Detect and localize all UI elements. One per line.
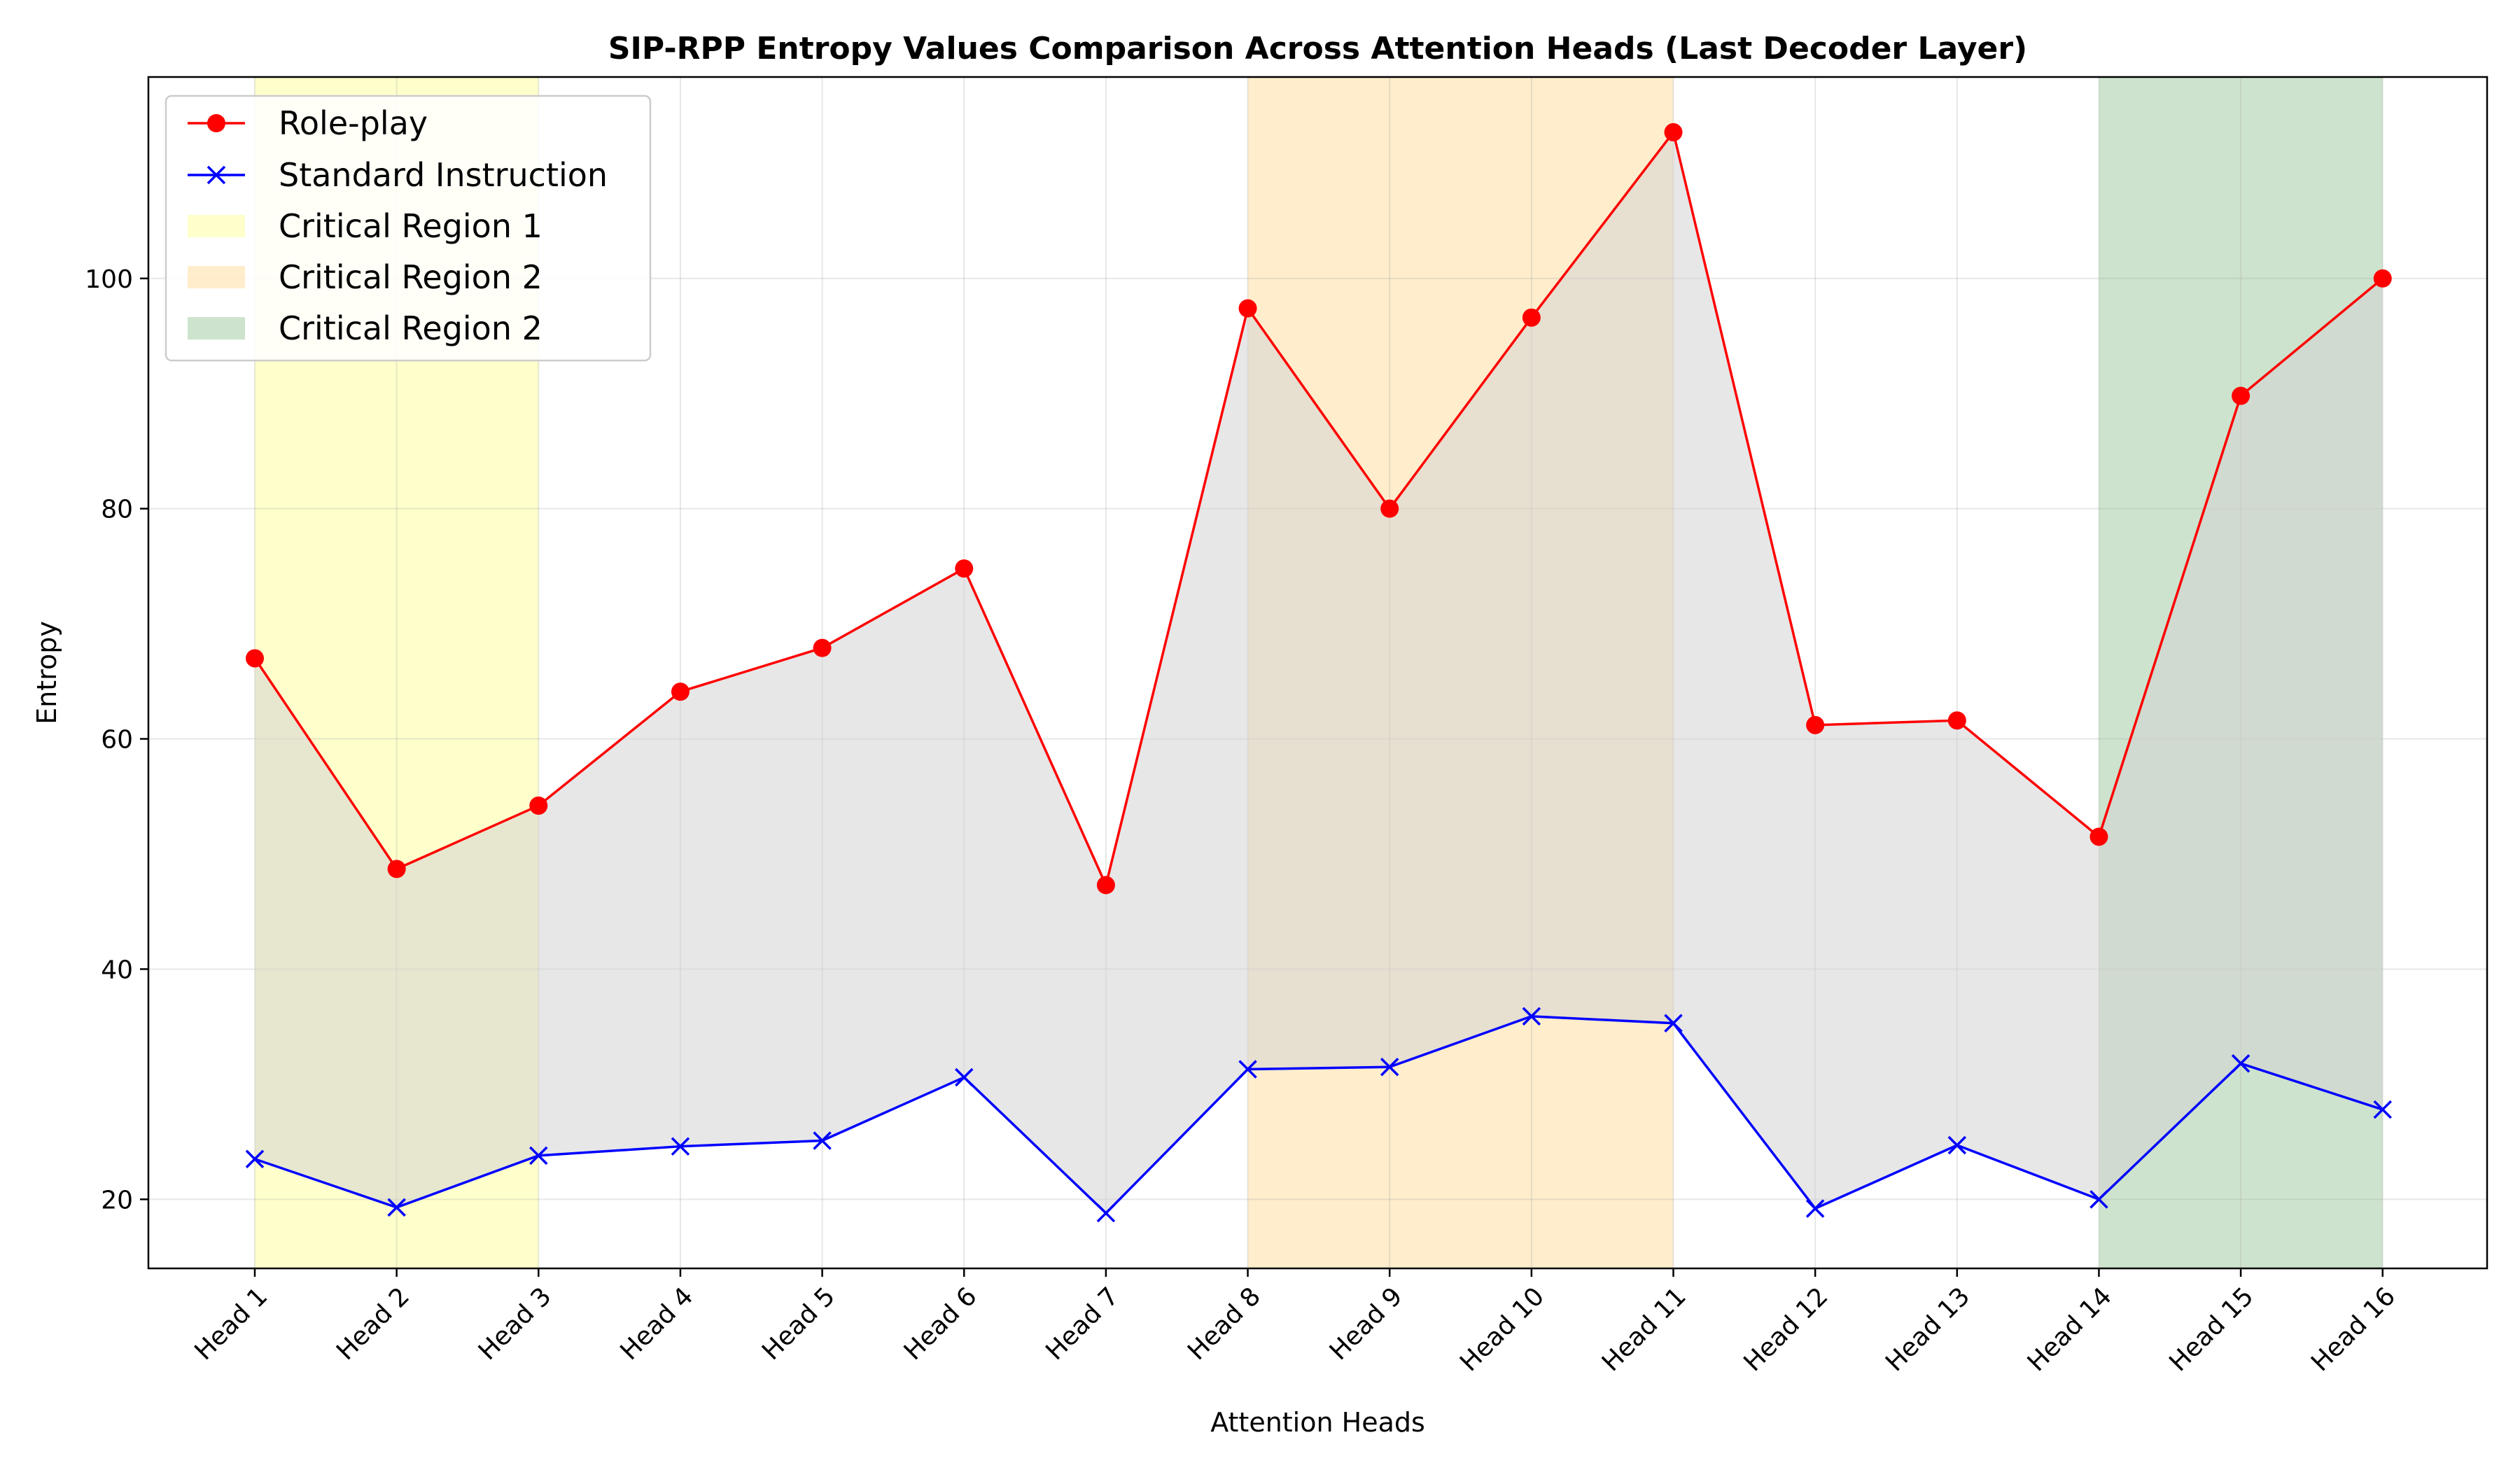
series-line bbox=[253, 129, 2384, 889]
data-point bbox=[246, 649, 264, 668]
data-point bbox=[1806, 715, 1825, 734]
y-tick-label: 60 bbox=[101, 726, 133, 755]
legend-marker bbox=[207, 114, 225, 132]
legend-entry: Role-play bbox=[188, 104, 428, 142]
legend-entry: Critical Region 1 bbox=[188, 207, 542, 245]
marker-stroke bbox=[671, 1137, 690, 1156]
y-tick-label: 20 bbox=[101, 1186, 133, 1214]
data-point bbox=[1522, 308, 1541, 327]
marker-stroke bbox=[2373, 1100, 2392, 1119]
legend-label: Role-play bbox=[279, 104, 428, 142]
series-standard-instruction bbox=[245, 1007, 2392, 1223]
data-point bbox=[1664, 122, 1683, 141]
data-point bbox=[1947, 1135, 1967, 1155]
legend-label: Standard Instruction bbox=[279, 156, 608, 194]
data-point bbox=[2232, 386, 2250, 405]
series-line bbox=[254, 1015, 2384, 1215]
marker-stroke bbox=[1947, 1135, 1967, 1155]
data-point bbox=[955, 559, 974, 578]
data-point bbox=[1096, 876, 1115, 895]
data-point bbox=[387, 860, 406, 878]
data-point bbox=[2373, 269, 2392, 288]
data-point bbox=[529, 1146, 548, 1166]
marker-stroke bbox=[1522, 1007, 1541, 1026]
legend-box bbox=[164, 94, 652, 362]
marker-stroke bbox=[1664, 1014, 1683, 1032]
data-point bbox=[2090, 827, 2108, 846]
legend-swatch bbox=[188, 266, 245, 288]
legend-label: Critical Region 2 bbox=[279, 309, 542, 347]
data-point bbox=[2373, 1100, 2392, 1119]
legend-entry: Standard Instruction bbox=[188, 156, 608, 194]
legend-marker bbox=[206, 165, 226, 185]
marker-stroke bbox=[387, 1198, 406, 1217]
data-point bbox=[245, 1149, 265, 1169]
chart-title: SIP-RPP Entropy Values Comparison Across… bbox=[608, 31, 2027, 66]
data-point bbox=[1522, 1007, 1541, 1026]
data-point bbox=[671, 1137, 690, 1156]
marker-stroke bbox=[955, 1068, 974, 1087]
legend-entry: Critical Region 2 bbox=[188, 258, 542, 296]
marker-stroke bbox=[1238, 1060, 1257, 1079]
data-point bbox=[1664, 1014, 1683, 1032]
data-point bbox=[1238, 299, 1257, 318]
data-point bbox=[1238, 1060, 1257, 1079]
plot-frame bbox=[147, 76, 2488, 1270]
marker-stroke bbox=[245, 1149, 265, 1169]
legend: Role-play Standard Instruction Critical Re… bbox=[164, 94, 652, 362]
marker-stroke bbox=[2231, 1054, 2250, 1073]
data-point bbox=[387, 1198, 406, 1217]
data-point bbox=[1805, 1199, 1825, 1218]
marker-stroke bbox=[1805, 1199, 1825, 1218]
data-point bbox=[813, 1131, 832, 1150]
data-point bbox=[2090, 1190, 2108, 1209]
y-tick-label: 80 bbox=[101, 496, 133, 524]
data-point bbox=[1380, 499, 1399, 518]
data-point bbox=[955, 1068, 974, 1087]
marker-stroke bbox=[1096, 1203, 1116, 1223]
legend-label: Critical Region 2 bbox=[279, 258, 542, 296]
data-point bbox=[1947, 711, 1966, 730]
marker-stroke bbox=[1380, 1057, 1399, 1077]
series-layer bbox=[245, 122, 2392, 1223]
fill-layer bbox=[255, 132, 2383, 1214]
data-point bbox=[813, 638, 832, 657]
data-point bbox=[1096, 1203, 1116, 1223]
data-point bbox=[671, 682, 690, 701]
marker-stroke bbox=[529, 1146, 548, 1166]
x-axis-label: Attention Heads bbox=[1210, 1407, 1425, 1438]
fill-between-area bbox=[255, 132, 2383, 1214]
legend-swatch bbox=[188, 317, 245, 340]
legend-entry: Critical Region 2 bbox=[188, 309, 542, 347]
data-point bbox=[2231, 1054, 2250, 1073]
legend-label: Critical Region 1 bbox=[279, 207, 542, 245]
data-point bbox=[529, 796, 548, 815]
marker-stroke bbox=[813, 1131, 832, 1150]
series-role-play bbox=[246, 122, 2392, 895]
data-point bbox=[1380, 1057, 1399, 1077]
y-tick-label: 40 bbox=[101, 955, 133, 984]
y-tick-label: 100 bbox=[85, 265, 133, 294]
marker-stroke bbox=[2090, 1190, 2108, 1209]
y-axis-label: Entropy bbox=[31, 621, 62, 724]
legend-swatch bbox=[188, 215, 245, 237]
